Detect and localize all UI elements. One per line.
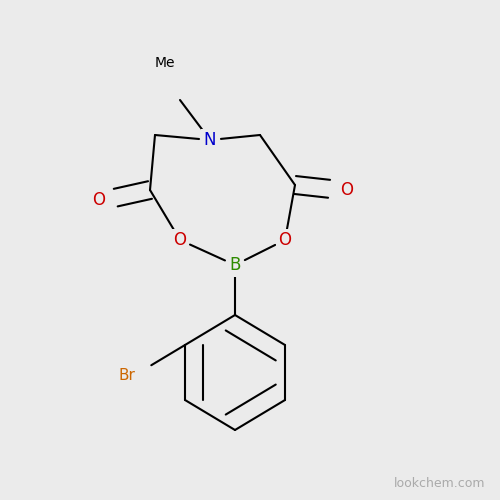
Text: lookchem.com: lookchem.com: [394, 477, 485, 490]
Text: O: O: [278, 231, 291, 249]
Text: B: B: [230, 256, 240, 274]
Text: N: N: [204, 131, 216, 149]
Text: O: O: [92, 191, 105, 209]
Text: O: O: [174, 231, 186, 249]
Text: O: O: [340, 181, 353, 199]
Text: Me: Me: [155, 56, 176, 70]
Text: Br: Br: [118, 368, 135, 382]
